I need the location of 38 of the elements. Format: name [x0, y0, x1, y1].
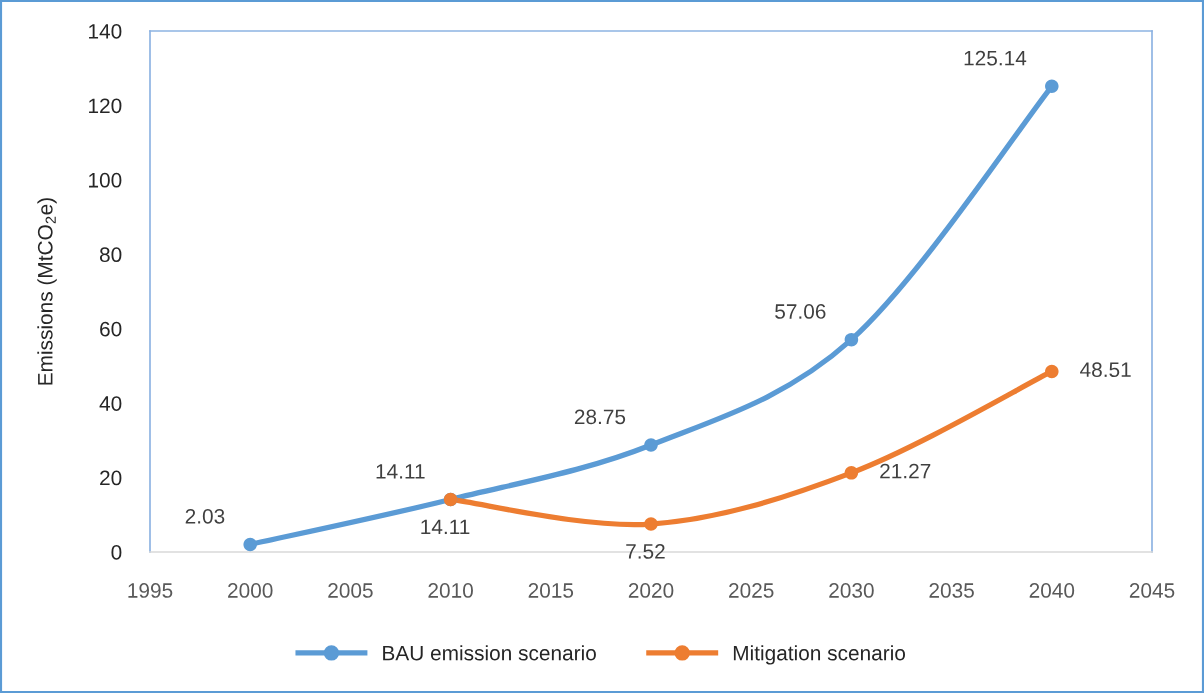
x-tick-label: 2025	[729, 583, 774, 598]
legend-label: Mitigation scenario	[733, 645, 906, 665]
data-label: 2.03	[185, 508, 225, 524]
y-tick-label: 80	[99, 247, 122, 263]
y-axis-title: Emissions (MtCO$_{2}$e)	[37, 198, 57, 385]
y-tick-label: 60	[100, 321, 122, 337]
x-tick-label: 2015	[528, 583, 574, 598]
x-tick-label: 2005	[328, 583, 373, 598]
y-tick-label: 120	[89, 98, 122, 114]
point	[644, 438, 658, 452]
data-label: 21.27	[880, 463, 931, 479]
data-label: 28.75	[574, 409, 626, 425]
point	[1045, 364, 1059, 379]
x-tick-label: 2035	[929, 583, 974, 598]
point	[644, 517, 658, 531]
point	[243, 537, 257, 552]
y-tick-label: 140	[89, 24, 122, 39]
x-tick-label: 2040	[1029, 583, 1075, 598]
x-tick-label: 2030	[829, 583, 874, 598]
point	[1045, 79, 1059, 94]
x-tick-label: 1995	[128, 583, 173, 598]
data-label: 14.11	[376, 464, 425, 479]
data-label: 14.11	[421, 519, 470, 535]
x-tick-label: 2000	[228, 583, 273, 598]
data-label: 7.52	[626, 544, 665, 559]
y-tick-label: 100	[89, 172, 122, 188]
x-tick-label: 2045	[1129, 583, 1175, 598]
y-tick-label: 20	[100, 470, 122, 486]
data-label: 125.14	[964, 50, 1027, 66]
y-tick-label: 0	[111, 545, 122, 560]
legend-label: BAU emission scenario	[383, 645, 596, 661]
point	[844, 466, 859, 480]
x-tick-label: 2020	[628, 583, 674, 598]
data-label: 57.06	[775, 304, 826, 319]
data-label: 48.51	[1080, 362, 1131, 378]
x-tick-label: 2010	[428, 583, 473, 598]
point	[844, 332, 859, 347]
y-tick-label: 40	[99, 396, 122, 411]
